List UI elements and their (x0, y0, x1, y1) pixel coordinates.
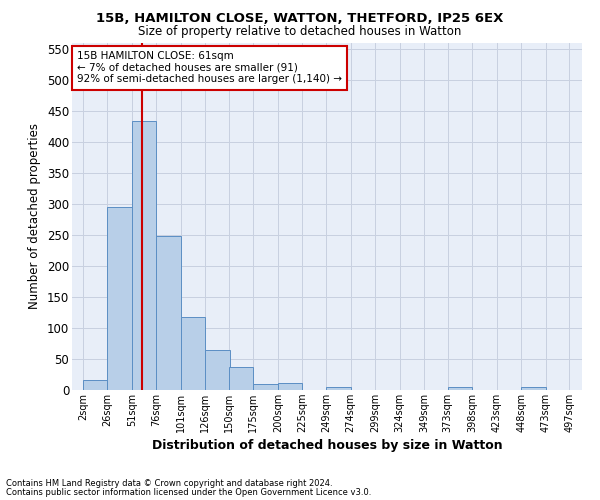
Bar (107, 207, 132, 390)
Text: Size of property relative to detached houses in Watton: Size of property relative to detached ho… (139, 25, 461, 38)
Bar (132, 122, 157, 390)
Text: Contains HM Land Registry data © Crown copyright and database right 2024.: Contains HM Land Registry data © Crown c… (6, 479, 332, 488)
Bar (205, 350, 230, 390)
Bar (181, 317, 205, 390)
Bar (253, 384, 278, 390)
Text: 15B, HAMILTON CLOSE, WATTON, THETFORD, IP25 6EX: 15B, HAMILTON CLOSE, WATTON, THETFORD, I… (97, 12, 503, 26)
X-axis label: Distribution of detached houses by size in Watton: Distribution of detached houses by size … (152, 439, 502, 452)
Bar (448, 387, 472, 390)
Text: Contains public sector information licensed under the Open Government Licence v3: Contains public sector information licen… (6, 488, 371, 497)
Bar (157, 236, 181, 390)
Y-axis label: Number of detached properties: Number of detached properties (28, 123, 41, 309)
Bar (83, 380, 107, 390)
Bar (521, 387, 546, 390)
Text: 15B HAMILTON CLOSE: 61sqm
← 7% of detached houses are smaller (91)
92% of semi-d: 15B HAMILTON CLOSE: 61sqm ← 7% of detach… (77, 51, 342, 84)
Bar (326, 387, 350, 390)
Bar (229, 367, 253, 390)
Bar (278, 383, 302, 390)
